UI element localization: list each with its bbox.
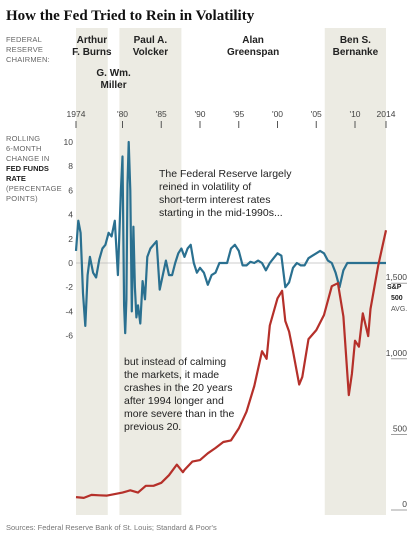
fed-y-axis: 10 8 6 4 2 0 -2 -4 -6 [64,137,74,341]
annotation-line: the markets, it made [124,369,219,381]
annotation-line: crashes in the 20 years [124,382,233,394]
year-tick-label: '05 [311,109,322,119]
fed-tick-label: -6 [65,331,73,341]
fed-tick-label: 8 [68,161,73,171]
sp-tick-label: 1,000 [386,348,408,358]
sp-tick-label: 0 [402,499,407,509]
chairmen-label-line: FEDERAL [6,35,42,44]
sp-label-line: S&P [387,284,402,291]
fed-tick-label: 0 [68,258,73,268]
chairman-name: Alan [242,35,264,46]
annotation-line: starting in the mid-1990s... [159,207,283,219]
fed-tick-label: 2 [68,234,73,244]
fed-tick-label: 4 [68,210,73,220]
chart-title: How the Fed Tried to Rein in Volatility [6,8,255,24]
fed-tick-label: 6 [68,185,73,195]
chairman-name: Volcker [133,47,168,58]
year-tick-label: 1974 [67,109,86,119]
annotation-line: more severe than in the [124,408,234,420]
fed-axis-title-line: POINTS) [6,194,38,203]
fed-axis-title-line: (PERCENTAGE [6,184,62,193]
fed-funds-line [74,140,386,335]
fed-tick-label: -4 [65,306,73,316]
chairman-name: Ben S. [340,35,371,46]
sp-y-axis: 0 500 1,000 1,500 [386,272,408,511]
annotation-line: reined in volatility of [159,181,251,193]
sp-avg-label: AVG. [391,306,407,313]
fed-tick-label: -2 [65,282,73,292]
annotation-line: previous 20. [124,421,181,433]
year-tick-label: '00 [272,109,283,119]
year-tick-label: '10 [349,109,360,119]
chairman-name: Miller [101,80,127,91]
year-tick-label: '90 [194,109,205,119]
year-tick-label: '85 [156,109,167,119]
chairman-name: Arthur [77,35,108,46]
fed-axis-title-line: CHANGE IN [6,154,49,163]
year-tick-label: 2014 [377,109,396,119]
source-note: Sources: Federal Reserve Bank of St. Lou… [6,523,217,532]
year-tick-label: '95 [233,109,244,119]
chairman-name: G. Wm. [96,68,131,79]
chairmen-label: FEDERAL RESERVE CHAIRMEN: [6,35,50,64]
chairman-name: Bernanke [333,47,379,58]
fed-axis-title-line: 6-MONTH [6,144,42,153]
annotation-line: short-term interest rates [159,194,270,206]
annotation-line: The Federal Reserve largely [159,168,292,180]
chairmen-label-line: CHAIRMEN: [6,55,50,64]
fed-axis-title-line: RATE [6,174,26,183]
annotation-line: after 1994 longer and [124,395,224,407]
year-axis: 1974 '80 '85 '90 '95 '00 '05 '10 2014 [67,109,396,128]
chairman-shading [76,28,386,515]
annotation-line: but instead of calming [124,356,226,368]
sp-tick-label: 500 [393,423,407,433]
chairman-name: Paul A. [134,35,168,46]
fed-tick-label: 10 [64,137,74,147]
fed-axis-title-line: FED FUNDS [6,164,49,173]
chairman-name: Greenspan [227,47,279,58]
sp-tick-label: 1,500 [386,272,408,282]
sp500-line [75,230,388,499]
chairman-name: F. Burns [72,47,112,58]
sp-axis-title: S&P 500 AVG. [387,284,407,313]
sp-label-line: 500 [391,295,403,302]
fed-axis-title-line: ROLLING [6,134,40,143]
year-tick-label: '80 [117,109,128,119]
chairmen-label-line: RESERVE [6,45,43,54]
chairman-term-shade [119,28,182,515]
